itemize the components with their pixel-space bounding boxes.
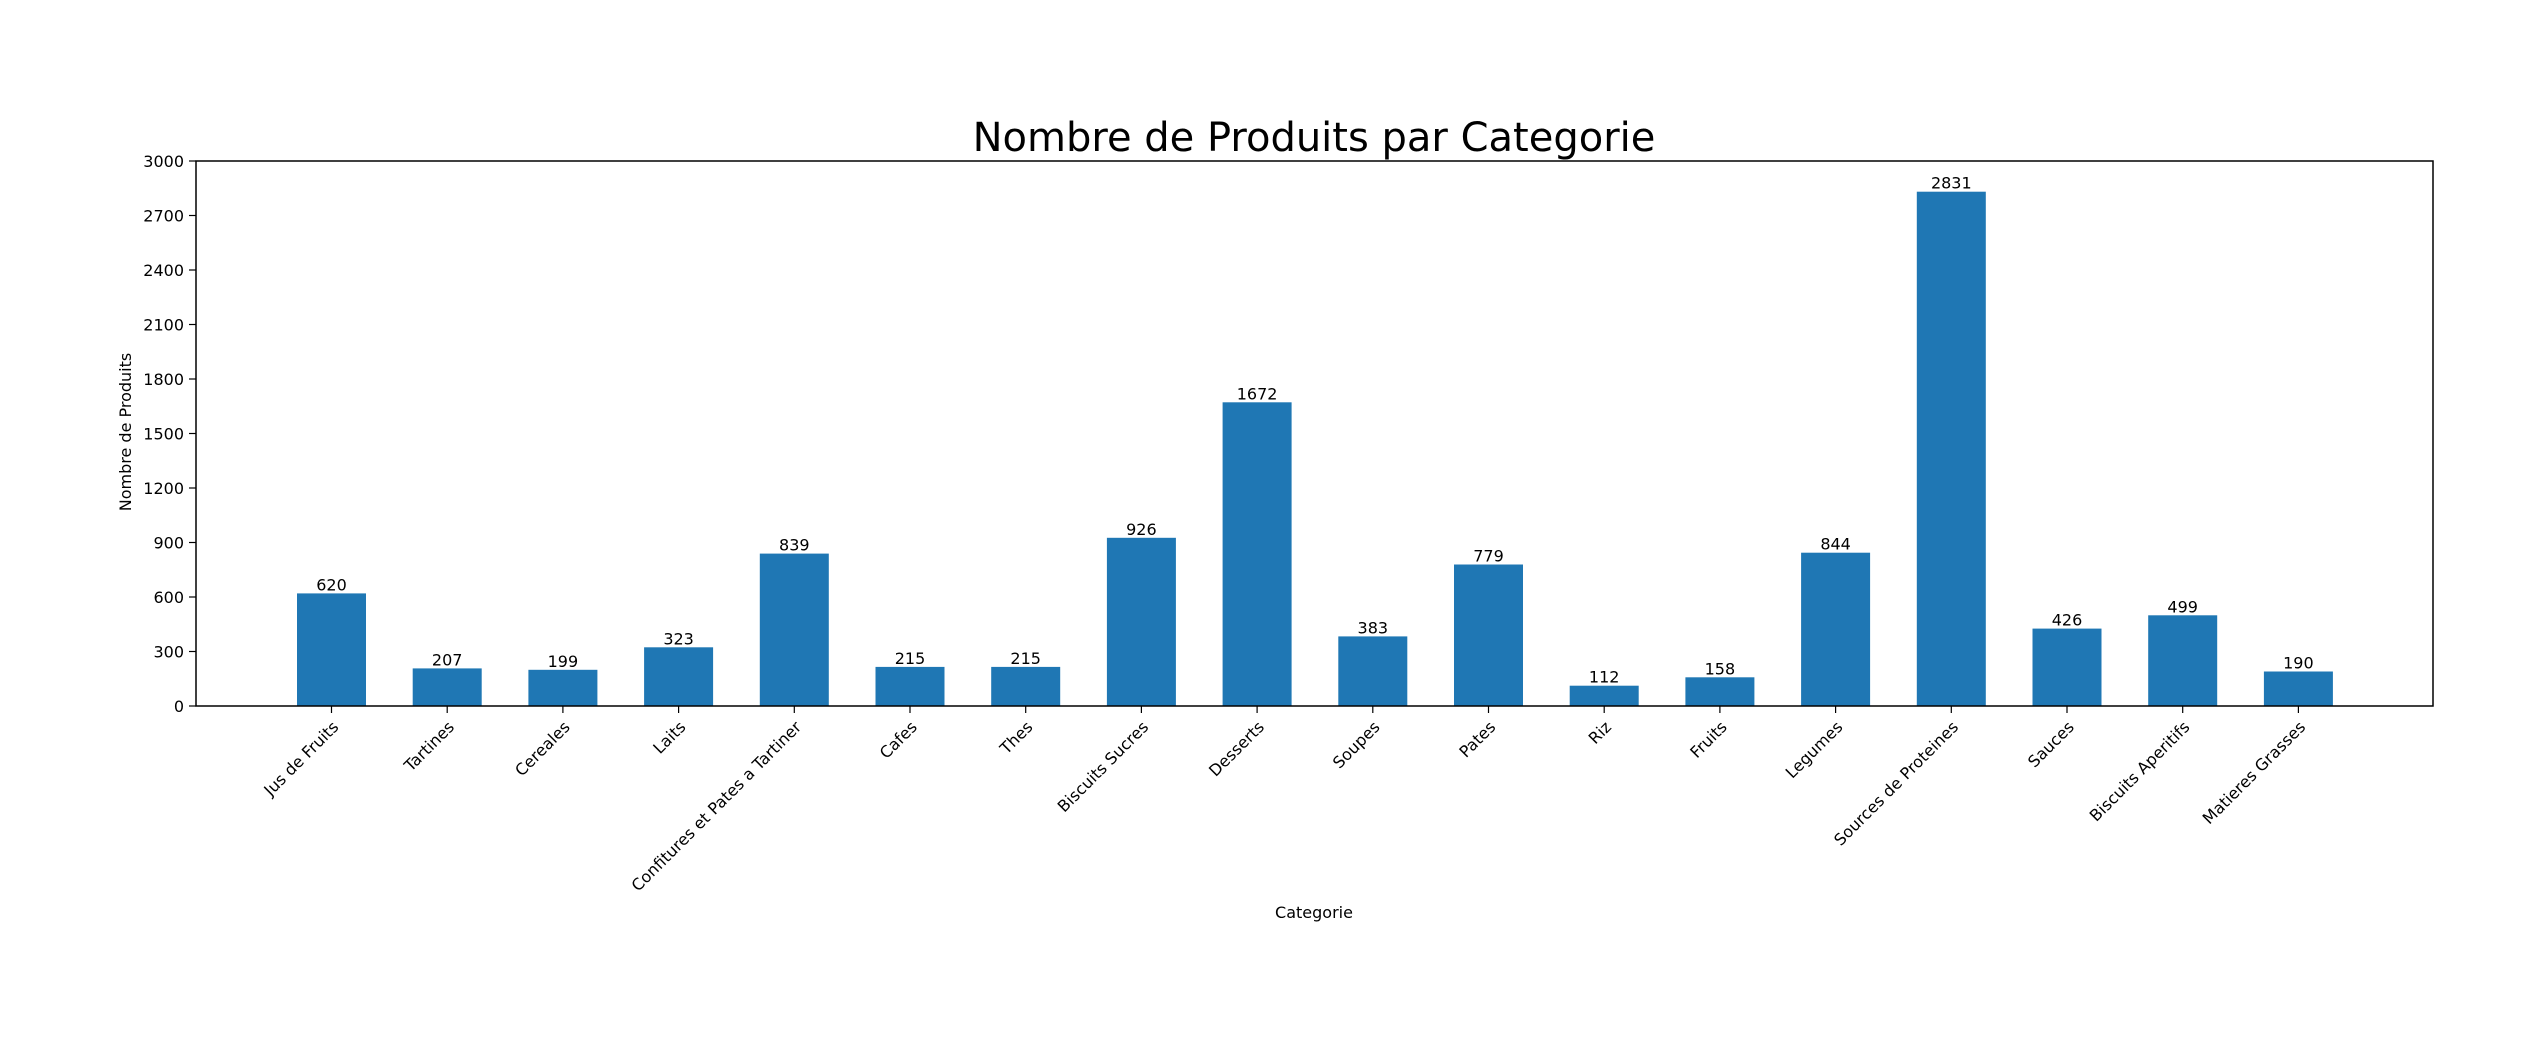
bar-value-label: 779 [1473, 547, 1504, 566]
bar [1685, 677, 1755, 706]
y-tick-label: 1500 [143, 425, 184, 444]
bar-value-label: 2831 [1931, 174, 1972, 193]
y-tick-label: 0 [174, 697, 184, 716]
bar [875, 666, 945, 706]
bar [1222, 402, 1292, 706]
y-tick-label: 900 [153, 534, 184, 553]
bar-value-label: 844 [1820, 535, 1851, 554]
x-axis: Jus de Fruits Tartines Cereales LaitsConfit… [259, 706, 2309, 895]
x-tick-label: Sources de Proteines [1830, 717, 1962, 849]
bar-value-label: 1672 [1237, 384, 1278, 403]
bar-value-label: 199 [548, 652, 579, 671]
bar-value-label: 207 [432, 650, 463, 669]
y-tick-label: 2400 [143, 261, 184, 280]
y-tick-label: 1200 [143, 479, 184, 498]
bar-value-label: 426 [2052, 611, 2083, 630]
y-tick-label: 300 [153, 643, 184, 662]
value-labels-group: 620 207 199 323 839 215 215 926 1672 383 779 112 158… [316, 174, 2313, 687]
bar [1916, 191, 1986, 706]
bar-value-label: 112 [1589, 668, 1620, 687]
bar-value-label: 620 [316, 575, 347, 594]
bar [1106, 537, 1176, 706]
y-axis: 0 300 600 900 1200 1500 1800 2100 2400 2700 3000 [143, 152, 196, 716]
x-tick-label: Sauces [2024, 717, 2078, 771]
bar-value-label: 190 [2283, 654, 2314, 673]
plot-frame [195, 160, 2434, 707]
bar [1338, 636, 1408, 706]
y-tick-label: 2100 [143, 316, 184, 335]
y-axis-title: Nombre de Produits [116, 353, 135, 511]
bar [759, 553, 829, 706]
bar-value-label: 215 [1010, 649, 1041, 668]
x-tick-label: Soupes [1329, 717, 1384, 772]
bar [2148, 615, 2218, 706]
x-tick-label: Desserts [1205, 717, 1268, 780]
bar-value-label: 158 [1705, 659, 1736, 678]
y-tick-label: 2700 [143, 207, 184, 226]
x-tick-label: Cereales [511, 717, 574, 780]
x-tick-label: Jus de Fruits [259, 717, 342, 800]
x-tick-label: Cafes [876, 717, 921, 762]
bar [991, 666, 1061, 706]
x-tick-label: Biscuits Aperitifs [2086, 717, 2194, 825]
y-tick-label: 3000 [143, 152, 184, 171]
bar-value-label: 323 [663, 629, 694, 648]
bar [412, 668, 482, 706]
x-tick-label: Matieres Grasses [2199, 717, 2310, 828]
bar [2032, 628, 2102, 706]
chart-title: Nombre de Produits par Categorie [973, 115, 1656, 161]
x-tick-label: Laits [649, 717, 689, 757]
bar-value-label: 215 [895, 649, 926, 668]
bar [2263, 671, 2333, 706]
x-tick-label: Fruits [1686, 717, 1730, 761]
bar-value-label: 839 [779, 536, 810, 555]
bars-group [297, 191, 2333, 706]
x-tick-label: Tartines [400, 717, 458, 775]
x-tick-label: Pates [1455, 717, 1499, 761]
x-axis-title: Categorie [1275, 903, 1353, 922]
bar [1569, 685, 1639, 706]
bar [528, 669, 598, 706]
x-tick-label: Biscuits Sucres [1054, 717, 1153, 816]
y-tick-label: 600 [153, 588, 184, 607]
bar-value-label: 499 [2167, 597, 2198, 616]
bar [1454, 564, 1523, 706]
bar [1801, 552, 1871, 706]
bar-value-label: 383 [1358, 618, 1389, 637]
x-tick-label: Legumes [1782, 717, 1847, 782]
x-tick-label: Thes [995, 717, 1036, 758]
bar [297, 593, 366, 706]
bar-value-label: 926 [1126, 520, 1157, 539]
x-tick-label: Riz [1585, 717, 1615, 747]
bar [644, 647, 714, 706]
y-tick-label: 1800 [143, 370, 184, 389]
